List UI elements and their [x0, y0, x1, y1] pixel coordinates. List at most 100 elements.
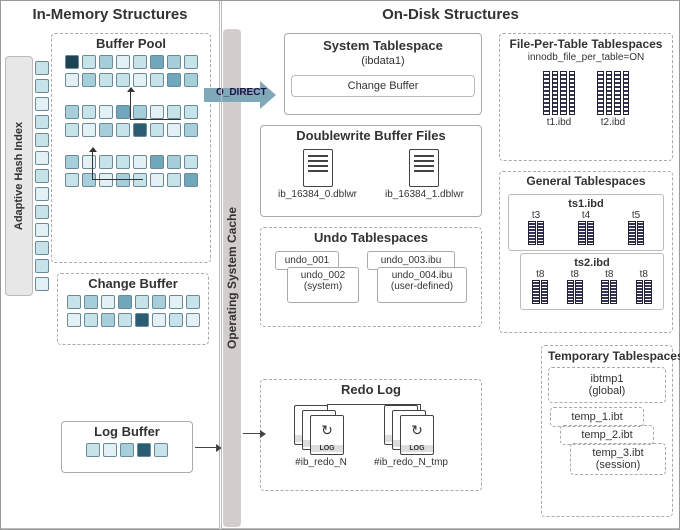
buffer-cell — [99, 55, 113, 69]
ts2-c1: t8 — [571, 269, 579, 280]
buffer-cell — [99, 155, 113, 169]
ts2-name: ts2.ibd — [526, 257, 658, 269]
system-ts-subtitle: (ibdata1) — [285, 55, 481, 67]
buffer-cell — [133, 55, 147, 69]
buffer-cell — [65, 105, 79, 119]
adaptive-hash-index: Adaptive Hash Index — [5, 56, 33, 296]
redo-file-1: #ib_redo_N_tmp — [374, 405, 448, 468]
buffer-cell — [65, 73, 79, 87]
buffer-cell — [169, 295, 183, 309]
fpt-file-1: t2.ibd — [597, 71, 629, 128]
redo-file-1-label: #ib_redo_N_tmp — [374, 457, 448, 468]
buffer-cell — [35, 205, 49, 219]
buffer-cell — [35, 169, 49, 183]
ts1-c2: t5 — [632, 210, 640, 221]
buffer-cell — [133, 155, 147, 169]
log-buffer-title: Log Buffer — [62, 422, 192, 441]
ts1-name: ts1.ibd — [514, 198, 658, 210]
buffer-cell — [103, 443, 117, 457]
buffer-cell — [118, 313, 132, 327]
buffer-cell — [35, 151, 49, 165]
ts2-c3: t8 — [640, 269, 648, 280]
buffer-cell — [82, 123, 96, 137]
buffer-cell — [152, 295, 166, 309]
buffer-cell — [86, 443, 100, 457]
buffer-cell — [184, 55, 198, 69]
temp-global: ibtmp1 (global) — [548, 367, 666, 403]
buffer-cell — [150, 73, 164, 87]
buffer-cell — [35, 115, 49, 129]
undo-002-label: undo_002 — [301, 270, 346, 281]
architecture-diagram: In-Memory Structures Adaptive Hash Index… — [0, 0, 680, 530]
undo-tablespaces: Undo Tablespaces undo_001 undo_002 (syst… — [260, 227, 482, 327]
general-tablespaces: General Tablespaces ts1.ibd t3 t4 t5 ts2… — [499, 171, 673, 333]
log-buffer-arrow — [195, 447, 217, 448]
buffer-cell — [82, 173, 96, 187]
buffer-cell — [186, 313, 200, 327]
buffer-cell — [101, 295, 115, 309]
undo-user-tag: (user-defined) — [391, 281, 453, 292]
undo-004-label: undo_004.ibu — [392, 270, 453, 281]
file-icon — [409, 149, 439, 187]
redo-file-0-label: #ib_redo_N — [295, 457, 347, 468]
buffer-cell — [65, 55, 79, 69]
doublewrite-title: Doublewrite Buffer Files — [261, 126, 481, 145]
buffer-cell — [35, 97, 49, 111]
buffer-cell — [116, 173, 130, 187]
on-disk-title: On-Disk Structures — [222, 1, 679, 26]
buffer-cell — [133, 73, 147, 87]
system-ts-title: System Tablespace — [285, 34, 481, 55]
bp-arrow-1 — [130, 92, 131, 120]
undo-system-tag: (system) — [304, 281, 342, 292]
buffer-pool-title: Buffer Pool — [52, 34, 210, 53]
change-buffer-mem: Change Buffer — [57, 273, 209, 345]
undo-user-stack: undo_003.ibu undo_004.ibu (user-defined) — [367, 251, 467, 307]
buffer-cell — [184, 123, 198, 137]
temp-sess-2: temp_3.ibt (session) — [570, 443, 666, 475]
redo-file-0: #ib_redo_N — [294, 405, 348, 468]
ahi-label: Adaptive Hash Index — [13, 122, 25, 230]
change-buffer-grid — [58, 293, 208, 329]
buffer-cell — [116, 155, 130, 169]
bp-arrow-2 — [92, 152, 93, 180]
file-icon — [303, 149, 333, 187]
temp-sess-2-name: temp_3.ibt — [592, 447, 643, 459]
buffer-cell — [167, 173, 181, 187]
log-buffer: Log Buffer — [61, 421, 193, 473]
temp-sess-1: temp_2.ibt — [560, 425, 654, 445]
buffer-cell — [150, 105, 164, 119]
undo-002: undo_002 (system) — [287, 267, 359, 303]
fpt-file-0: t1.ibd — [543, 71, 575, 128]
buffer-cell — [99, 123, 113, 137]
buffer-cell — [167, 55, 181, 69]
dblwr-file-0-label: ib_16384_0.dblwr — [278, 189, 357, 200]
buffer-cell — [116, 55, 130, 69]
buffer-cell — [82, 73, 96, 87]
ts1-c0: t3 — [532, 210, 540, 221]
system-tablespace: System Tablespace (ibdata1) Change Buffe… — [284, 33, 482, 115]
buffer-cell — [101, 313, 115, 327]
buffer-cell — [82, 55, 96, 69]
buffer-cell — [150, 55, 164, 69]
ts2-c0: t8 — [536, 269, 544, 280]
oscache-to-redo-arrow — [243, 433, 261, 434]
tablespace-icon — [543, 71, 575, 115]
file-per-table: File-Per-Table Tablespaces innodb_file_p… — [499, 33, 673, 161]
fpt-note: innodb_file_per_table=ON — [500, 52, 672, 63]
fpt-file-1-label: t2.ibd — [601, 117, 625, 128]
buffer-cell — [65, 155, 79, 169]
buffer-cell — [135, 295, 149, 309]
buffer-cell — [184, 73, 198, 87]
buffer-cell — [67, 295, 81, 309]
general-title: General Tablespaces — [500, 172, 672, 190]
buffer-cell — [167, 123, 181, 137]
buffer-cell — [167, 105, 181, 119]
buffer-cell — [35, 79, 49, 93]
tablespace-icon — [597, 71, 629, 115]
log-stack-icon — [294, 405, 348, 455]
buffer-cell — [169, 313, 183, 327]
buffer-pool: Buffer Pool — [51, 33, 211, 263]
fpt-title: File-Per-Table Tablespaces — [500, 34, 672, 52]
redo-title: Redo Log — [261, 380, 481, 399]
buffer-cell — [35, 187, 49, 201]
